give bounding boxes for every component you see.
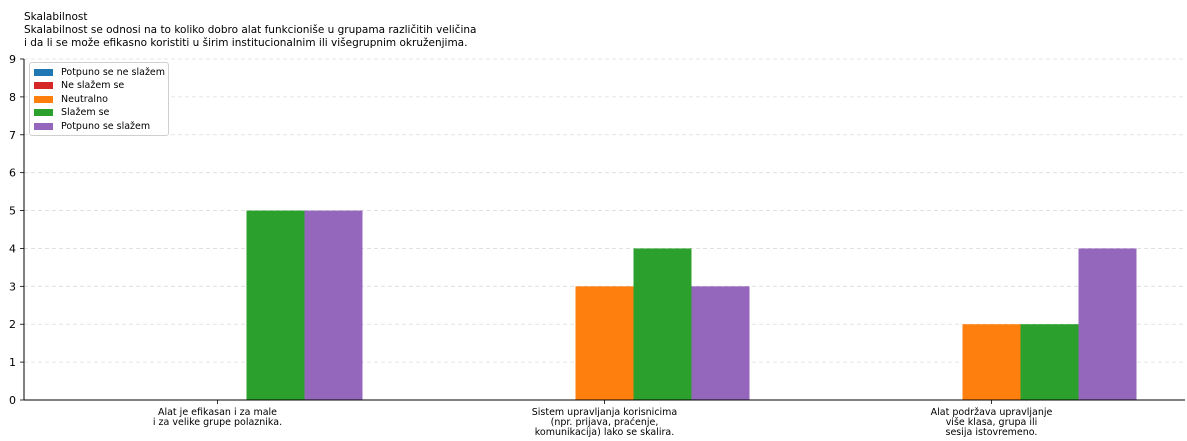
x-tick-label: više klasa, grupa ili xyxy=(946,417,1038,428)
y-tick-label: 2 xyxy=(9,318,16,331)
bar xyxy=(304,210,363,400)
chart-legend: Potpuno se ne slažem Ne slažem se Neutraln… xyxy=(29,62,169,136)
legend-item: Neutralno xyxy=(34,93,108,105)
legend-item: Potpuno se ne slažem xyxy=(34,66,165,78)
legend-swatch xyxy=(34,82,53,89)
chart-subtitle-line-2: i da li se može efikasno koristiti u šir… xyxy=(24,37,468,49)
legend-swatch xyxy=(34,109,53,116)
x-tick-label: Sistem upravljanja korisnicima xyxy=(532,407,678,418)
x-tick-label: komunikacija) lako se skalira. xyxy=(535,427,675,438)
bar xyxy=(1078,248,1137,400)
legend-label: Neutralno xyxy=(61,93,108,105)
x-tick-label: sesija istovremeno. xyxy=(946,427,1038,438)
y-tick-label: 1 xyxy=(9,356,16,369)
y-tick-label: 9 xyxy=(9,53,16,66)
bar xyxy=(246,210,305,400)
x-tick-label: i za velike grupe polaznika. xyxy=(153,417,282,428)
y-tick-label: 6 xyxy=(9,167,16,180)
legend-item: Potpuno se slažem xyxy=(34,120,150,132)
legend-item: Slažem se xyxy=(34,107,109,119)
y-tick-label: 3 xyxy=(9,280,16,293)
y-tick-label: 7 xyxy=(9,129,16,142)
x-tick-label: Alat podržava upravljanje xyxy=(931,407,1053,418)
bar xyxy=(691,286,750,400)
y-tick-label: 0 xyxy=(9,394,16,407)
y-tick-label: 4 xyxy=(9,242,16,255)
chart-subtitle-line-1: Skalabilnost se odnosi na to koliko dobr… xyxy=(24,24,477,36)
legend-swatch xyxy=(34,68,53,76)
legend-label: Slažem se xyxy=(61,107,110,118)
bar xyxy=(633,248,692,400)
bar xyxy=(575,286,634,400)
x-tick-label: (npr. prijava, praćenje, xyxy=(551,417,659,428)
legend-item: Ne slažem se xyxy=(34,80,124,92)
legend-swatch xyxy=(34,122,53,130)
y-tick-label: 8 xyxy=(9,91,16,104)
legend-label: Ne slažem se xyxy=(61,80,125,91)
legend-label: Potpuno se slažem xyxy=(61,120,151,132)
x-tick-label: Alat je efikasan i za male xyxy=(158,407,277,418)
bar xyxy=(1020,324,1079,400)
legend-label: Potpuno se ne slažem xyxy=(61,66,166,78)
legend-swatch xyxy=(34,95,53,103)
bar xyxy=(962,324,1021,400)
chart-title: Skalabilnost xyxy=(24,11,88,23)
y-tick-label: 5 xyxy=(9,205,16,218)
